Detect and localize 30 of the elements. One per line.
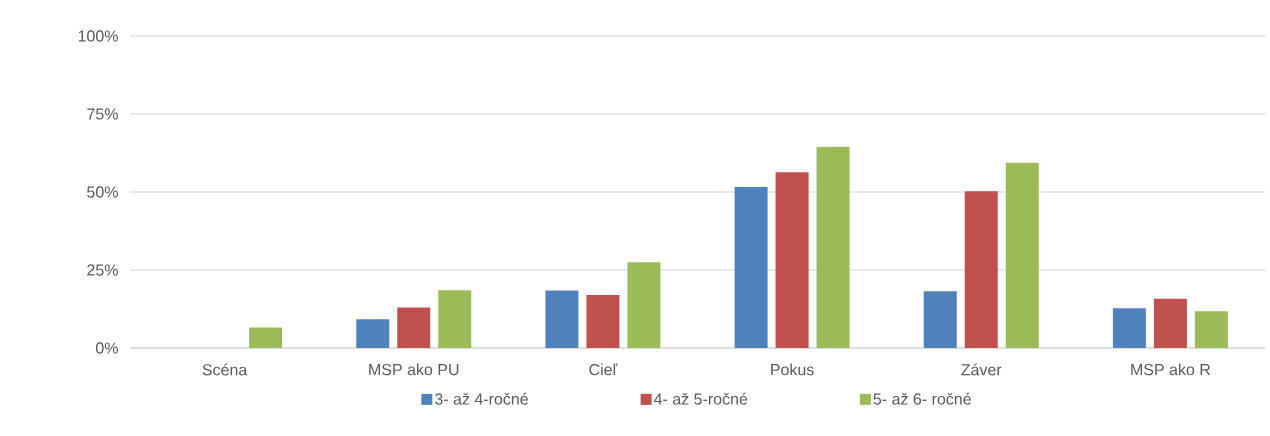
bar [1005, 162, 1039, 348]
bar [816, 146, 850, 348]
bar [1153, 298, 1187, 348]
bar [734, 187, 768, 348]
y-tick-label: 100% [78, 30, 118, 42]
bar [356, 319, 390, 348]
bar [397, 307, 431, 348]
x-tick-label: MSP ako R [1131, 363, 1211, 376]
x-tick-label: Pokus [771, 363, 814, 376]
bar [586, 294, 620, 348]
bar [545, 290, 579, 348]
bar [775, 172, 809, 348]
bar [627, 262, 661, 348]
y-tick-label: 0% [95, 342, 118, 354]
bar [1112, 308, 1146, 348]
bar [1194, 311, 1228, 348]
y-tick-label: 25% [87, 264, 118, 276]
legend-label: 5- až 6- ročné [873, 392, 971, 405]
bar [438, 290, 472, 348]
legend-label: 3- až 4-ročné [434, 392, 528, 405]
x-tick-label: Cieľ [589, 363, 618, 376]
x-tick-label: MSP ako PU [369, 363, 459, 376]
x-tick-label: Záver [961, 363, 1002, 376]
x-tick-label: Scéna [202, 363, 248, 376]
legend-label: 4- až 5-ročné [654, 392, 748, 405]
bar [964, 191, 998, 348]
y-tick-label: 50% [87, 186, 118, 198]
bar [249, 327, 283, 348]
y-tick-label: 75% [87, 108, 118, 120]
bar [923, 291, 957, 348]
